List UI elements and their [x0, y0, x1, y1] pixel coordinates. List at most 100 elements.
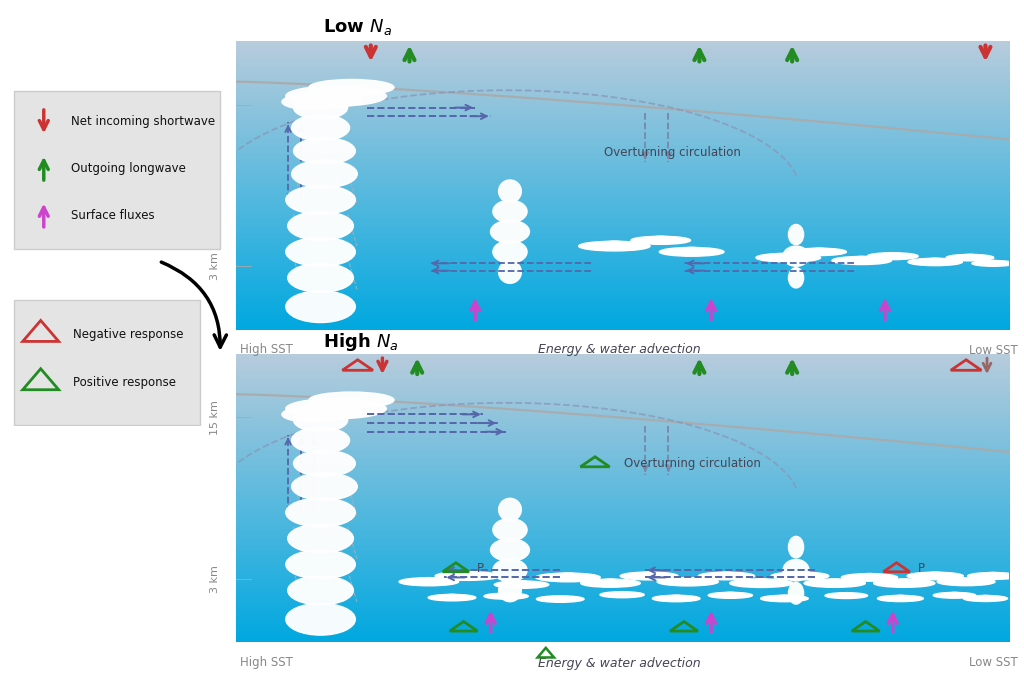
Text: Positive response: Positive response [73, 376, 176, 390]
Ellipse shape [788, 537, 804, 558]
Text: Net incoming shortwave: Net incoming shortwave [71, 115, 215, 128]
Ellipse shape [761, 595, 808, 602]
Text: Surface fluxes: Surface fluxes [71, 209, 155, 222]
Ellipse shape [908, 258, 963, 266]
Ellipse shape [709, 592, 753, 598]
Ellipse shape [920, 260, 929, 262]
Ellipse shape [837, 580, 848, 583]
Ellipse shape [862, 574, 877, 577]
Ellipse shape [902, 596, 910, 598]
Ellipse shape [495, 581, 549, 588]
Ellipse shape [671, 595, 682, 598]
Ellipse shape [633, 574, 642, 576]
Ellipse shape [937, 573, 947, 576]
Ellipse shape [684, 247, 699, 251]
Ellipse shape [837, 593, 846, 596]
Ellipse shape [980, 596, 991, 598]
Text: Energy & water advection: Energy & water advection [539, 657, 700, 671]
Ellipse shape [412, 580, 421, 583]
Ellipse shape [653, 236, 669, 240]
Ellipse shape [609, 594, 616, 596]
Ellipse shape [490, 221, 529, 243]
Ellipse shape [669, 238, 678, 241]
Ellipse shape [288, 263, 353, 292]
Ellipse shape [561, 596, 570, 599]
Ellipse shape [597, 580, 609, 583]
Ellipse shape [537, 596, 584, 602]
Ellipse shape [286, 238, 355, 267]
Ellipse shape [421, 578, 436, 581]
Ellipse shape [804, 579, 865, 587]
Ellipse shape [788, 268, 804, 288]
Ellipse shape [842, 574, 898, 581]
Ellipse shape [974, 580, 983, 583]
Ellipse shape [959, 594, 967, 596]
Ellipse shape [663, 237, 674, 240]
Ellipse shape [964, 254, 976, 258]
Ellipse shape [923, 259, 934, 262]
Ellipse shape [579, 241, 650, 251]
Ellipse shape [603, 579, 617, 583]
Ellipse shape [484, 593, 528, 599]
Ellipse shape [788, 583, 804, 604]
Ellipse shape [677, 248, 690, 252]
Ellipse shape [942, 260, 950, 262]
Ellipse shape [778, 595, 791, 598]
Ellipse shape [899, 255, 907, 257]
Ellipse shape [428, 594, 476, 601]
Ellipse shape [550, 596, 559, 599]
Ellipse shape [458, 596, 466, 598]
Ellipse shape [831, 256, 892, 264]
Ellipse shape [906, 597, 913, 599]
Text: Overturning circulation: Overturning circulation [624, 457, 761, 470]
Ellipse shape [972, 255, 981, 258]
Ellipse shape [605, 241, 624, 246]
Ellipse shape [973, 597, 980, 599]
Ellipse shape [523, 582, 534, 585]
Ellipse shape [507, 594, 516, 596]
Ellipse shape [756, 254, 820, 262]
Ellipse shape [441, 595, 451, 598]
Ellipse shape [804, 250, 812, 253]
Ellipse shape [964, 596, 1008, 602]
Ellipse shape [286, 86, 386, 106]
Ellipse shape [496, 594, 505, 596]
Ellipse shape [888, 597, 895, 599]
Ellipse shape [288, 212, 353, 240]
Ellipse shape [793, 572, 807, 576]
Ellipse shape [945, 593, 953, 596]
Ellipse shape [771, 572, 828, 580]
Ellipse shape [730, 579, 793, 587]
Ellipse shape [881, 253, 892, 256]
Ellipse shape [711, 574, 720, 576]
Ellipse shape [981, 262, 988, 264]
Ellipse shape [797, 256, 807, 258]
Ellipse shape [942, 594, 949, 596]
Ellipse shape [286, 550, 355, 579]
Ellipse shape [754, 578, 769, 583]
Ellipse shape [294, 90, 364, 108]
Ellipse shape [550, 576, 560, 578]
Ellipse shape [454, 595, 463, 598]
Ellipse shape [663, 597, 671, 599]
Ellipse shape [998, 262, 1006, 264]
Ellipse shape [594, 581, 603, 584]
Ellipse shape [929, 258, 942, 262]
Ellipse shape [845, 259, 854, 261]
Ellipse shape [288, 576, 353, 605]
Ellipse shape [435, 572, 500, 581]
Ellipse shape [835, 594, 841, 596]
Ellipse shape [953, 578, 965, 582]
Ellipse shape [647, 237, 659, 240]
Ellipse shape [780, 253, 797, 257]
Ellipse shape [773, 254, 786, 258]
Ellipse shape [994, 573, 1005, 576]
Text: Overturning circulation: Overturning circulation [604, 146, 740, 159]
Ellipse shape [553, 574, 566, 577]
Ellipse shape [958, 578, 974, 581]
Ellipse shape [656, 574, 666, 576]
Ellipse shape [879, 255, 887, 257]
Ellipse shape [854, 576, 862, 578]
Ellipse shape [699, 250, 710, 253]
Ellipse shape [674, 578, 686, 582]
